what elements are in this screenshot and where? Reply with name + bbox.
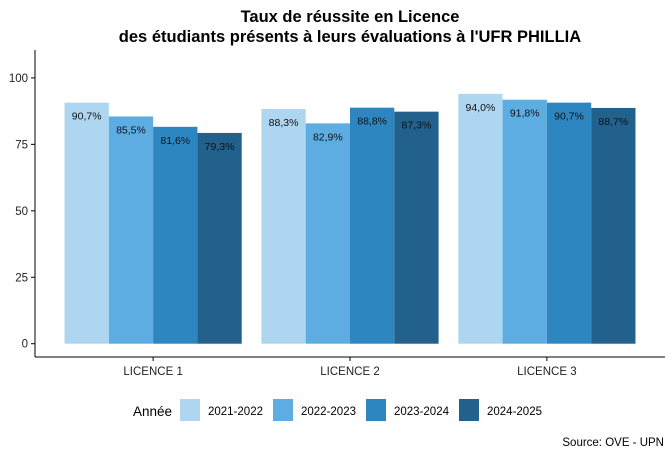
chart-title: Taux de réussite en Licence bbox=[241, 8, 460, 26]
legend-title: Année bbox=[133, 404, 172, 419]
bar bbox=[502, 99, 547, 344]
x-tick-label: LICENCE 3 bbox=[517, 366, 576, 378]
bar bbox=[197, 132, 242, 344]
data-label: 82,9% bbox=[313, 131, 343, 143]
bar bbox=[591, 107, 636, 344]
bar bbox=[546, 102, 592, 344]
legend-label: 2022-2023 bbox=[301, 406, 356, 418]
legend-swatch bbox=[366, 399, 386, 421]
y-tick-label: 100 bbox=[9, 73, 28, 85]
legend-swatch bbox=[273, 399, 293, 421]
data-label: 87,3% bbox=[402, 120, 432, 132]
bar bbox=[458, 93, 503, 344]
bar bbox=[108, 116, 154, 344]
data-label: 81,6% bbox=[160, 135, 190, 147]
legend-label: 2024-2025 bbox=[487, 406, 542, 418]
y-tick-label: 75 bbox=[15, 139, 28, 151]
legend-label: 2021-2022 bbox=[208, 406, 263, 418]
x-tick-label: LICENCE 2 bbox=[320, 366, 379, 378]
data-label: 90,7% bbox=[72, 111, 102, 123]
bar bbox=[64, 102, 109, 344]
chart-subtitle: des étudiants présents à leurs évaluatio… bbox=[119, 28, 581, 46]
legend-swatch bbox=[180, 399, 200, 421]
data-label: 88,3% bbox=[269, 117, 299, 129]
data-label: 90,7% bbox=[554, 111, 584, 123]
data-label: 85,5% bbox=[116, 124, 146, 136]
y-tick-label: 50 bbox=[15, 206, 28, 218]
data-label: 94,0% bbox=[466, 102, 496, 114]
data-label: 91,8% bbox=[510, 108, 540, 120]
data-label: 88,7% bbox=[598, 116, 628, 128]
x-tick-label: LICENCE 1 bbox=[123, 366, 182, 378]
bar bbox=[153, 126, 198, 344]
data-label: 88,8% bbox=[357, 116, 387, 128]
bar bbox=[350, 107, 395, 344]
chart-caption: Source: OVE - UPN bbox=[562, 437, 664, 449]
legend-label: 2023-2024 bbox=[394, 406, 450, 418]
y-tick-label: 25 bbox=[15, 272, 28, 284]
legend-swatch bbox=[459, 399, 479, 421]
data-label: 79,3% bbox=[205, 141, 235, 153]
bar bbox=[394, 111, 439, 344]
y-tick-label: 0 bbox=[22, 339, 28, 351]
bar bbox=[261, 109, 306, 344]
bar bbox=[305, 123, 350, 344]
